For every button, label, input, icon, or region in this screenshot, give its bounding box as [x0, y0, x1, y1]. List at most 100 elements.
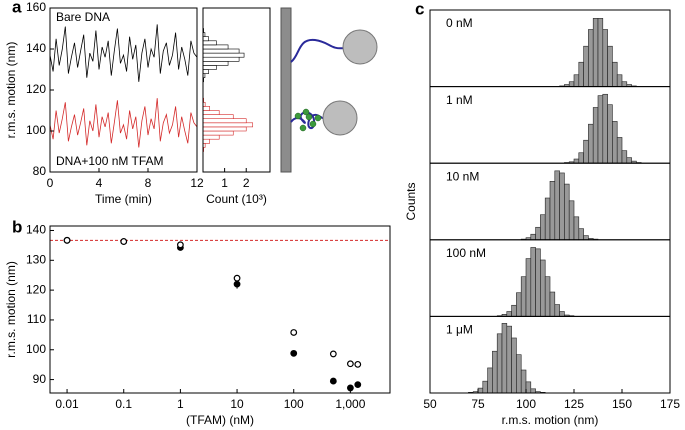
x-tick-label: 0 — [47, 176, 54, 190]
histogram-bar — [525, 381, 532, 394]
x-tick-label: 100 — [516, 397, 536, 411]
histogram-bar — [549, 181, 556, 241]
histogram-bar — [602, 29, 608, 87]
histogram-bar — [501, 323, 508, 394]
histogram-bar — [516, 292, 522, 317]
data-point — [233, 274, 241, 282]
histogram-bar — [602, 93, 608, 164]
x-axis-label: (TFAM) (nM) — [186, 413, 254, 427]
dna-strand — [290, 38, 346, 63]
data-point — [329, 377, 337, 385]
y-axis-label: r.m.s. motion (nm) — [4, 42, 18, 139]
histogram-bar — [554, 304, 560, 317]
histogram-bar — [588, 123, 594, 164]
x-axis-label: r.m.s. motion (nm) — [502, 413, 599, 427]
x-tick-label: 12 — [190, 176, 204, 190]
y-axis-label: Counts — [404, 182, 418, 220]
legend-label: DNA+100 nM TFAM — [56, 154, 163, 168]
histogram-bar — [583, 45, 589, 87]
panel-label: 1 nM — [446, 93, 473, 107]
data-point — [290, 349, 298, 357]
histogram-bar — [559, 172, 565, 241]
y-tick-label: 130 — [26, 252, 46, 266]
histogram-bar — [525, 258, 532, 317]
histogram-bar — [568, 81, 575, 87]
histogram-bar — [530, 247, 536, 317]
x-tick-label: 150 — [612, 397, 632, 411]
histogram-bar — [492, 350, 498, 394]
data-point — [63, 236, 71, 244]
panel-label: 0 nM — [446, 16, 473, 30]
histogram-bar — [616, 74, 623, 87]
data-point — [120, 238, 128, 245]
x-tick-label: 100 — [284, 397, 304, 411]
histogram-bar — [578, 152, 584, 164]
data-point — [176, 241, 184, 249]
trace — [49, 98, 198, 148]
panel-label: 1 μM — [446, 323, 473, 337]
schematic — [280, 7, 378, 173]
x-tick-label: 8 — [145, 176, 152, 190]
histogram-bar — [583, 235, 589, 241]
plot-frame — [49, 225, 391, 394]
x-axis-label: Count (10³) — [206, 192, 267, 206]
x-tick-label: 10 — [230, 397, 244, 411]
histogram-bar — [202, 126, 247, 132]
histogram-bar — [564, 183, 570, 241]
histogram-bar — [202, 56, 240, 62]
x-tick-label: 125 — [564, 397, 584, 411]
histogram-bar — [592, 18, 599, 87]
histogram-bar — [202, 44, 229, 50]
histogram-bar — [568, 200, 575, 241]
histogram-bar — [544, 276, 551, 317]
histogram-bar — [616, 137, 623, 164]
histogram-bar — [506, 311, 512, 317]
histogram-bar — [511, 337, 517, 394]
data-point — [329, 350, 337, 358]
histogram-bar — [511, 304, 517, 317]
histogram-bar — [520, 276, 527, 317]
histogram-bar — [607, 104, 613, 164]
histogram-bar — [597, 18, 604, 87]
histogram-bar — [202, 48, 240, 54]
histogram-bar — [202, 106, 210, 111]
y-tick-label: 110 — [27, 312, 46, 326]
legend-label: Bare DNA — [56, 10, 110, 24]
data-point — [290, 329, 298, 336]
histogram-bar — [516, 354, 522, 394]
x-tick-label: 2 — [243, 176, 250, 190]
surface — [280, 7, 292, 173]
histogram-bar — [487, 367, 493, 394]
histogram-bar — [607, 45, 613, 87]
panel-letter: b — [12, 217, 22, 236]
histogram-bar — [549, 291, 556, 317]
y-tick-label: 140 — [26, 41, 46, 55]
histogram-bar — [612, 121, 618, 164]
histogram-bar — [202, 118, 247, 124]
histogram-bar — [530, 388, 536, 394]
panel-frame — [429, 315, 671, 394]
histogram-bar — [559, 311, 565, 317]
histogram-bar — [588, 29, 594, 87]
tfam-proteins — [294, 108, 322, 132]
histogram-bar — [202, 60, 229, 66]
data-point — [354, 381, 362, 389]
x-tick-label: 0.1 — [115, 397, 132, 411]
y-tick-label: 100 — [26, 123, 46, 137]
histogram-bar — [496, 333, 503, 394]
bead — [342, 29, 378, 65]
x-tick-label: 50 — [423, 397, 437, 411]
histogram-bar — [540, 214, 546, 241]
y-tick-label: 140 — [26, 223, 46, 237]
trace — [49, 24, 198, 82]
histogram-bar — [578, 228, 584, 241]
histogram-bar — [202, 114, 234, 119]
histogram-bar — [482, 380, 488, 394]
histogram-bar — [621, 81, 628, 87]
panel-letter: c — [415, 0, 424, 18]
x-tick-label: 0.01 — [55, 397, 79, 411]
x-tick-label: 1,000 — [335, 397, 365, 411]
plot-frame — [49, 7, 198, 173]
panel-label: 10 nM — [446, 169, 479, 183]
